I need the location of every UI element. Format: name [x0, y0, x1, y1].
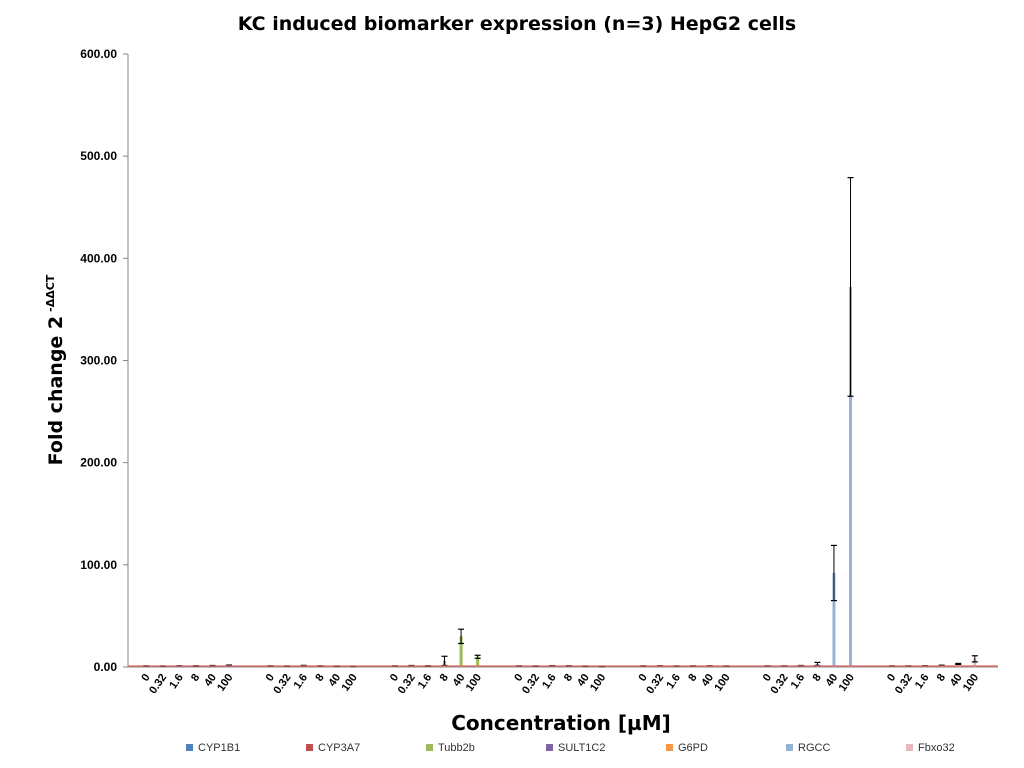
legend-label: CYP1B1 — [198, 742, 240, 754]
y-tick-label: 500.00 — [80, 149, 117, 163]
x-tick-label: 40 — [824, 672, 841, 689]
legend-swatch — [906, 744, 913, 751]
x-tick-label: 0.32 — [644, 672, 666, 696]
x-tick-label: 8 — [686, 672, 699, 684]
x-tick-label: 8 — [189, 672, 202, 684]
y-tick-label: 200.00 — [80, 456, 117, 470]
x-tick-label: 1.6 — [292, 672, 311, 691]
x-tick-label: 1.6 — [913, 672, 932, 691]
legend-label: G6PD — [678, 742, 708, 754]
x-tick-label: 100 — [215, 672, 235, 694]
x-tick-label: 100 — [339, 672, 359, 694]
plot-area — [128, 177, 998, 668]
legend-swatch — [666, 744, 673, 751]
bar — [459, 636, 463, 667]
y-tick-label: 400.00 — [80, 251, 117, 265]
x-tick-label: 8 — [562, 672, 575, 684]
x-tick-label: 0 — [139, 672, 152, 684]
x-tick-label: 0.32 — [396, 672, 418, 696]
bar — [973, 658, 977, 667]
y-axis: 0.00 100.00 200.00 300.00 400.00 500.00 600.00 — [80, 47, 129, 674]
x-axis-label: Concentration [µM] — [451, 711, 671, 735]
legend-swatch — [786, 744, 793, 751]
x-tick-label: 1.6 — [664, 672, 683, 691]
x-tick-label: 8 — [313, 672, 326, 684]
legend-swatch — [306, 744, 313, 751]
x-tick-label: 0.32 — [520, 672, 542, 696]
x-tick-label: 40 — [948, 672, 965, 689]
y-tick-label: 600.00 — [80, 47, 117, 61]
legend-label: SULT1C2 — [558, 742, 605, 754]
x-tick-label: 100 — [837, 672, 857, 694]
x-tick-label: 40 — [699, 672, 716, 689]
x-tick-label: 0 — [388, 672, 401, 684]
legend-swatch — [546, 744, 553, 751]
y-tick-label: 100.00 — [80, 558, 117, 572]
x-tick-label: 0.32 — [769, 672, 791, 696]
legend-swatch — [186, 744, 193, 751]
legend-label: Fbxo32 — [918, 742, 955, 754]
bar — [832, 573, 836, 667]
x-tick-label: 8 — [438, 672, 451, 684]
x-tick-label: 1.6 — [789, 672, 808, 691]
x-tick-label: 0 — [885, 672, 898, 684]
bar — [476, 656, 480, 667]
legend-label: RGCC — [798, 742, 830, 754]
legend-label: Tubb2b — [438, 742, 475, 754]
x-tick-label: 0.32 — [147, 672, 169, 696]
legend-label: CYP3A7 — [318, 742, 360, 754]
x-tick-label: 0 — [264, 672, 277, 684]
bar — [849, 286, 853, 667]
x-tick-label: 40 — [575, 672, 592, 689]
x-tick-label: 100 — [588, 672, 608, 694]
y-tick-label: 300.00 — [80, 354, 117, 368]
x-tick-label: 40 — [202, 672, 219, 689]
y-tick-label: 0.00 — [94, 660, 118, 674]
x-tick-label: 1.6 — [540, 672, 559, 691]
x-tick-label: 8 — [810, 672, 823, 684]
legend: CYP1B1 CYP3A7 Tubb2b SULT1C2 G6PD RGCC Fbxo32 — [186, 742, 955, 754]
legend-swatch — [426, 744, 433, 751]
x-tick-label: 40 — [451, 672, 468, 689]
x-tick-label: 0 — [761, 672, 774, 684]
x-tick-label: 0 — [512, 672, 525, 684]
x-tick-label: 8 — [935, 672, 948, 684]
x-tick-label: 100 — [464, 672, 484, 694]
chart-title: KC induced biomarker expression (n=3) He… — [238, 13, 796, 35]
y-axis-label: Fold change 2-ΔΔCT — [44, 274, 67, 465]
x-tick-label: 0.32 — [893, 672, 915, 696]
x-tick-label: 40 — [326, 672, 343, 689]
x-tick-label: 1.6 — [416, 672, 435, 691]
x-tick-label: 100 — [961, 672, 981, 694]
x-tick-label: 0 — [636, 672, 649, 684]
x-tick-label: 0.32 — [271, 672, 293, 696]
x-tick-label: 1.6 — [167, 672, 186, 691]
x-tick-label: 100 — [712, 672, 732, 694]
